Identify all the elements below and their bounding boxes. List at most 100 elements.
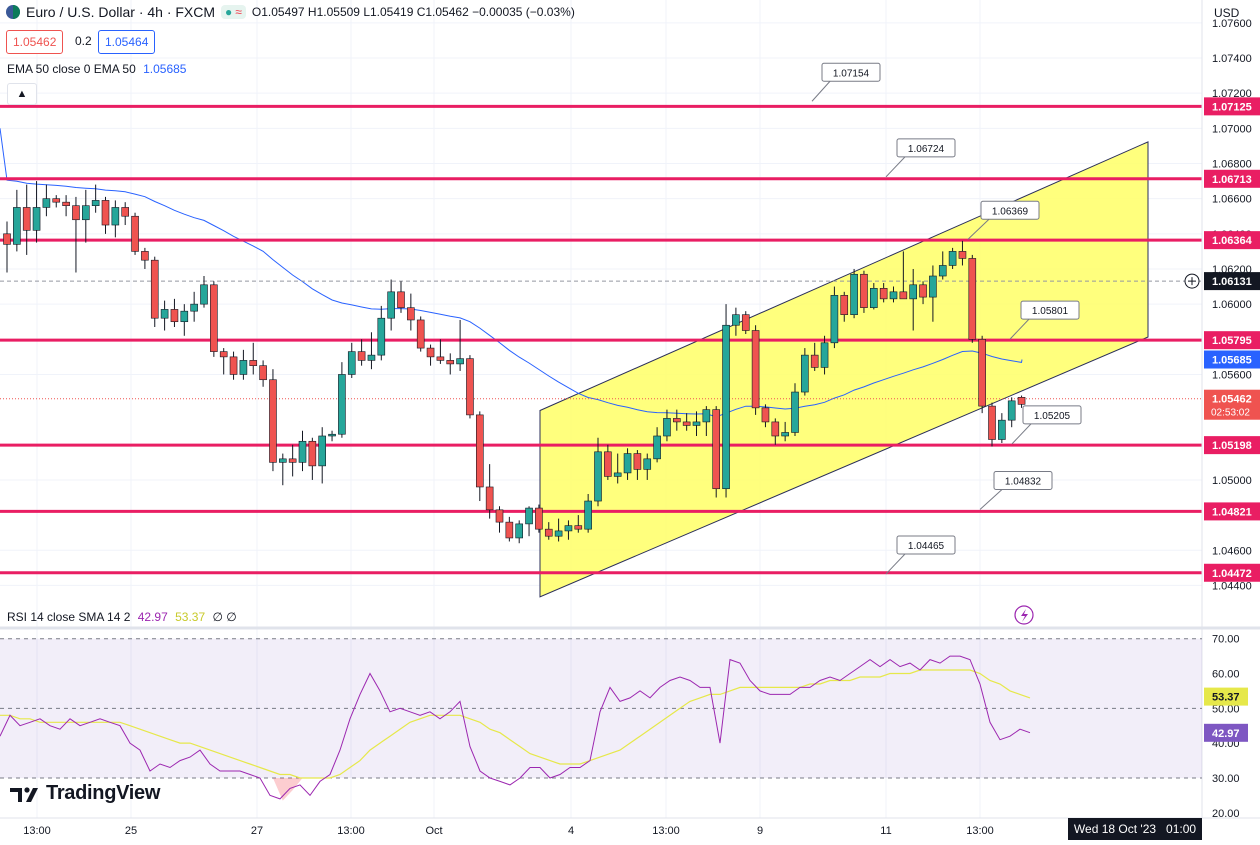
candle-body[interactable] <box>347 351 356 375</box>
candle-body[interactable] <box>219 351 228 358</box>
callout-box[interactable] <box>896 535 956 555</box>
candle-body[interactable] <box>505 521 514 539</box>
callout-box[interactable] <box>1022 405 1082 425</box>
candle-body[interactable] <box>3 233 11 245</box>
candle-body[interactable] <box>771 421 780 437</box>
candle-body[interactable] <box>52 198 61 203</box>
candle-body[interactable] <box>584 500 592 530</box>
market-status-icon[interactable]: ● ≈ <box>221 5 246 19</box>
candle-body[interactable] <box>515 523 524 539</box>
candle-body[interactable] <box>170 309 179 323</box>
candle-body[interactable] <box>830 295 839 344</box>
candle-body[interactable] <box>574 525 583 530</box>
candle-body[interactable] <box>160 309 169 319</box>
candle-body[interactable] <box>101 200 110 226</box>
candle-body[interactable] <box>298 440 307 463</box>
rsi-legend[interactable]: RSI 14 close SMA 14 2 42.97 53.37 ∅ ∅ <box>7 610 237 624</box>
candle-body[interactable] <box>416 319 425 349</box>
collapse-legend-button[interactable]: ▲ <box>7 83 37 105</box>
candle-body[interactable] <box>397 291 405 308</box>
price-axis-label[interactable] <box>1204 502 1260 521</box>
candle-body[interactable] <box>190 303 198 312</box>
candle-body[interactable] <box>121 207 129 217</box>
candle-body[interactable] <box>141 251 149 261</box>
symbol-title[interactable]: Euro / U.S. Dollar · 4h · FXCM <box>26 4 216 20</box>
candle-body[interactable] <box>869 288 878 308</box>
candle-body[interactable] <box>702 409 711 423</box>
sell-button[interactable]: 1.05462 <box>6 30 64 54</box>
candle-body[interactable] <box>357 351 366 361</box>
candle-body[interactable] <box>62 201 70 206</box>
candle-body[interactable] <box>466 358 474 416</box>
candle-body[interactable] <box>761 407 770 423</box>
rsi-sma-axis-label[interactable] <box>1204 687 1248 706</box>
candle-body[interactable] <box>653 435 661 460</box>
candle-body[interactable] <box>958 251 967 259</box>
candle-body[interactable] <box>426 347 435 358</box>
rsi-sma-line[interactable] <box>0 669 1031 779</box>
candle-body[interactable] <box>22 207 31 231</box>
tradingview-logo[interactable]: TradingView <box>10 782 160 805</box>
price-axis-label[interactable] <box>1204 97 1260 116</box>
candle-body[interactable] <box>495 509 504 523</box>
price-axis-label[interactable] <box>1204 169 1260 188</box>
candle-body[interactable] <box>820 342 829 368</box>
candle-body[interactable] <box>210 284 218 352</box>
candle-body[interactable] <box>682 421 691 426</box>
candle-body[interactable] <box>456 358 464 365</box>
candle-body[interactable] <box>475 414 484 488</box>
candle-body[interactable] <box>278 458 287 463</box>
lightning-icon[interactable] <box>1014 605 1034 625</box>
candle-body[interactable] <box>111 207 120 226</box>
candle-body[interactable] <box>909 284 918 300</box>
candle-body[interactable] <box>525 507 533 525</box>
candle-body[interactable] <box>594 451 602 502</box>
candle-body[interactable] <box>554 530 563 537</box>
price-axis-label[interactable] <box>1204 389 1260 420</box>
candle-body[interactable] <box>249 360 258 366</box>
candle-body[interactable] <box>180 310 189 323</box>
candle-body[interactable] <box>613 472 622 477</box>
callout-box[interactable] <box>821 62 881 82</box>
candle-body[interactable] <box>239 360 248 375</box>
candle-body[interactable] <box>801 354 809 393</box>
price-axis-label[interactable] <box>1204 436 1260 455</box>
candle-body[interactable] <box>643 458 652 470</box>
callout-box[interactable] <box>980 200 1040 220</box>
candle-body[interactable] <box>42 198 51 208</box>
candle-body[interactable] <box>436 356 445 361</box>
candle-body[interactable] <box>229 356 238 375</box>
candle-body[interactable] <box>712 409 721 490</box>
candle-body[interactable] <box>692 421 701 426</box>
candle-body[interactable] <box>72 205 80 221</box>
rsi-axis-label[interactable] <box>1204 723 1248 742</box>
candle-body[interactable] <box>150 259 159 319</box>
candle-body[interactable] <box>259 365 267 381</box>
candle-body[interactable] <box>318 435 327 467</box>
candle-body[interactable] <box>850 273 858 315</box>
candle-body[interactable] <box>32 207 41 231</box>
currency-label[interactable]: USD <box>1214 6 1240 20</box>
callout-box[interactable] <box>896 138 956 158</box>
price-axis-label[interactable] <box>1204 231 1260 250</box>
candle-body[interactable] <box>741 314 750 331</box>
candle-body[interactable] <box>82 205 90 221</box>
candle-body[interactable] <box>968 258 977 340</box>
candle-body[interactable] <box>672 418 681 423</box>
candle-body[interactable] <box>860 273 868 308</box>
candle-body[interactable] <box>978 338 986 407</box>
candle-body[interactable] <box>308 440 317 467</box>
candle-body[interactable] <box>544 528 553 537</box>
candle-body[interactable] <box>288 458 297 463</box>
ema-legend[interactable]: EMA 50 close 0 EMA 50 1.05685 <box>7 62 186 76</box>
candle-body[interactable] <box>938 265 947 277</box>
candle-body[interactable] <box>732 314 740 326</box>
callout-box[interactable] <box>993 470 1053 490</box>
price-axis-label[interactable] <box>1204 563 1260 582</box>
candle-body[interactable] <box>810 354 819 368</box>
candle-body[interactable] <box>13 207 21 245</box>
candle-body[interactable] <box>1007 400 1016 421</box>
candle-body[interactable] <box>377 317 386 356</box>
buy-button[interactable]: 1.05464 <box>98 30 156 54</box>
